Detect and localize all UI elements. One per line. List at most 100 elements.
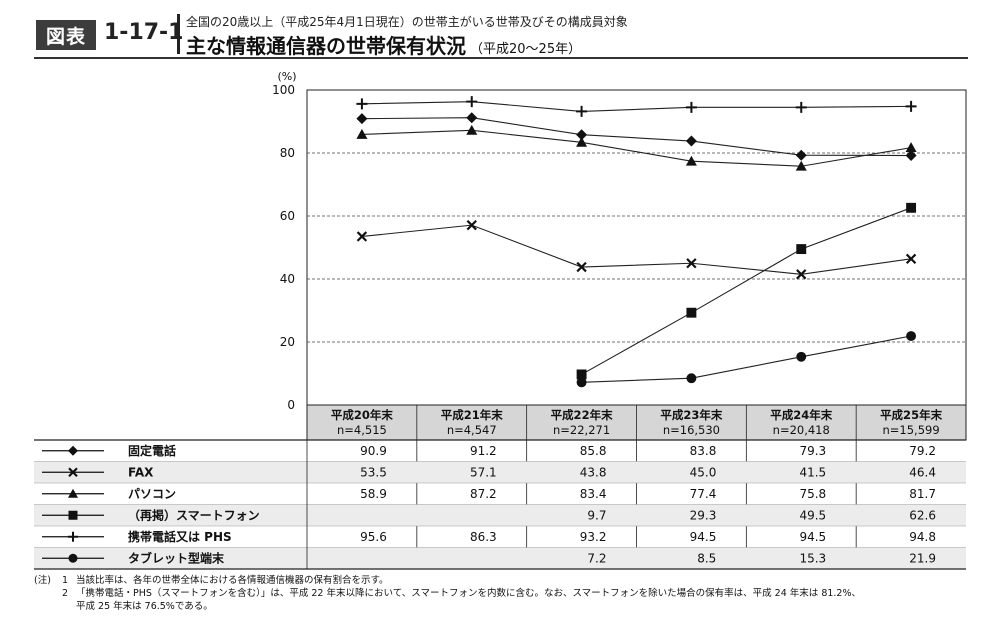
series-line-6 [581,335,912,383]
data-value-label: 85.8 [580,444,607,458]
note-text: 当該比率は、各年の世帯全体における各情報通信機器の保有割合を示す。 [76,575,389,586]
legend-marker-triangle [68,488,78,498]
data-point-square [796,244,807,255]
header-divider [177,14,180,54]
note-text: 「携帯電話・PHS（スマートフォンを含む）」は、平成 22 年末以降において、ス… [76,588,861,599]
header-rule [34,57,968,59]
figure-title-note: （平成20〜25年） [470,42,582,57]
series-name: （再掲）スマートフォン [128,507,260,522]
data-point-x [686,258,697,269]
sample-size-label: n=22,271 [553,423,610,437]
series-name: パソコン [128,487,176,501]
data-point-plus [576,105,588,117]
notes: (注) 1 当該比率は、各年の世帯全体における各情報通信機器の保有割合を示す。 … [34,574,984,613]
legend-marker-square [68,510,78,520]
data-value-label: 81.7 [909,487,936,501]
data-value-label: 46.4 [909,465,936,479]
data-point-circle [576,377,587,388]
data-point-diamond [356,113,368,125]
data-point-x [356,231,368,242]
legend-marker-circle [68,553,78,563]
legend-marker-diamond [68,445,78,456]
data-point-x [905,253,917,265]
note-number: 2 [62,588,69,599]
legend-marker-plus [68,531,78,542]
note-2-continued: 平成 25 年末は 76.5%である。 [76,601,213,612]
data-point-square [686,307,697,318]
data-value-label: 95.6 [360,530,387,544]
y-tick-label: 40 [280,272,295,286]
row-stripe [34,547,966,569]
data-point-diamond [576,129,588,141]
data-value-label: 83.8 [690,444,717,458]
category-label: 平成23年末 [660,408,723,422]
y-tick-label: 60 [280,209,295,223]
category-label: 平成24年末 [770,408,833,422]
series-name: FAX [128,465,154,479]
category-label: 平成20年末 [331,408,394,422]
data-point-triangle [466,124,478,135]
y-tick-label: 80 [280,146,295,160]
data-value-label: 79.3 [799,444,826,458]
data-point-plus [466,96,478,108]
data-value-label: 94.5 [799,530,826,544]
figure-title: 主な情報通信器の世帯保有状況 （平成20〜25年） [186,30,581,59]
data-value-label: 49.5 [799,508,826,522]
note-mark: (注) [34,575,51,586]
data-value-label: 43.8 [580,465,607,479]
sample-size-label: n=4,515 [337,423,387,437]
note-number: 1 [62,575,69,586]
sample-size-label: n=15,599 [882,423,939,437]
series-name: 固定電話 [128,443,176,458]
data-point-x [466,219,477,231]
data-point-triangle [356,128,368,139]
data-point-triangle [905,142,917,153]
row-stripe [34,461,966,483]
series-line-2 [361,224,912,275]
data-value-label: 94.8 [909,530,936,544]
data-value-label: 29.3 [690,508,717,522]
series-name: 携帯電話又は PHS [128,529,232,544]
data-value-label: 45.0 [690,465,717,479]
data-value-label: 53.5 [360,465,387,479]
data-point-triangle [795,160,807,171]
figure-badge: 図表 [36,20,96,50]
figure-subtitle: 全国の20歳以上（平成25年4月1日現在）の世帯主がいる世帯及びその構成員対象 [186,15,628,29]
data-value-label: 94.5 [690,530,717,544]
data-point-plus [905,100,917,112]
data-point-diamond [466,112,478,124]
note-1: (注) 1 当該比率は、各年の世帯全体における各情報通信機器の保有割合を示す。 [34,574,984,587]
data-value-label: 57.1 [470,465,497,479]
figure-header: 図表 1-17-1 全国の20歳以上（平成25年4月1日現在）の世帯主がいる世帯… [0,0,1000,62]
sample-size-label: n=16,530 [663,423,720,437]
data-point-diamond [905,150,917,162]
y-axis-label: (%) [277,70,296,83]
figure-number: 1-17-1 [104,20,184,45]
series-line-1 [361,117,912,157]
data-value-label: 8.5 [697,551,716,565]
sample-size-label: n=20,418 [773,423,830,437]
data-value-label: 75.8 [799,487,826,501]
data-point-triangle [576,136,588,147]
plot-frame [306,89,967,406]
data-point-x [796,269,807,280]
data-value-label: 77.4 [690,487,717,501]
data-value-label: 41.5 [799,465,826,479]
data-point-diamond [685,135,697,147]
data-value-label: 86.3 [470,530,497,544]
row-stripe [34,504,966,526]
data-point-triangle [685,155,697,166]
data-value-label: 21.9 [909,551,936,565]
series-line-3 [361,129,912,167]
data-value-label: 90.9 [360,444,387,458]
y-tick-label: 0 [287,398,295,412]
data-value-label: 7.2 [587,551,606,565]
data-value-label: 83.4 [580,487,607,501]
sample-size-label: n=4,547 [447,423,497,437]
y-tick-label: 100 [272,83,295,97]
data-value-label: 58.9 [360,487,387,501]
data-point-square [576,369,587,380]
figure-title-text: 主な情報通信器の世帯保有状況 [186,34,466,58]
data-point-plus [685,101,697,113]
